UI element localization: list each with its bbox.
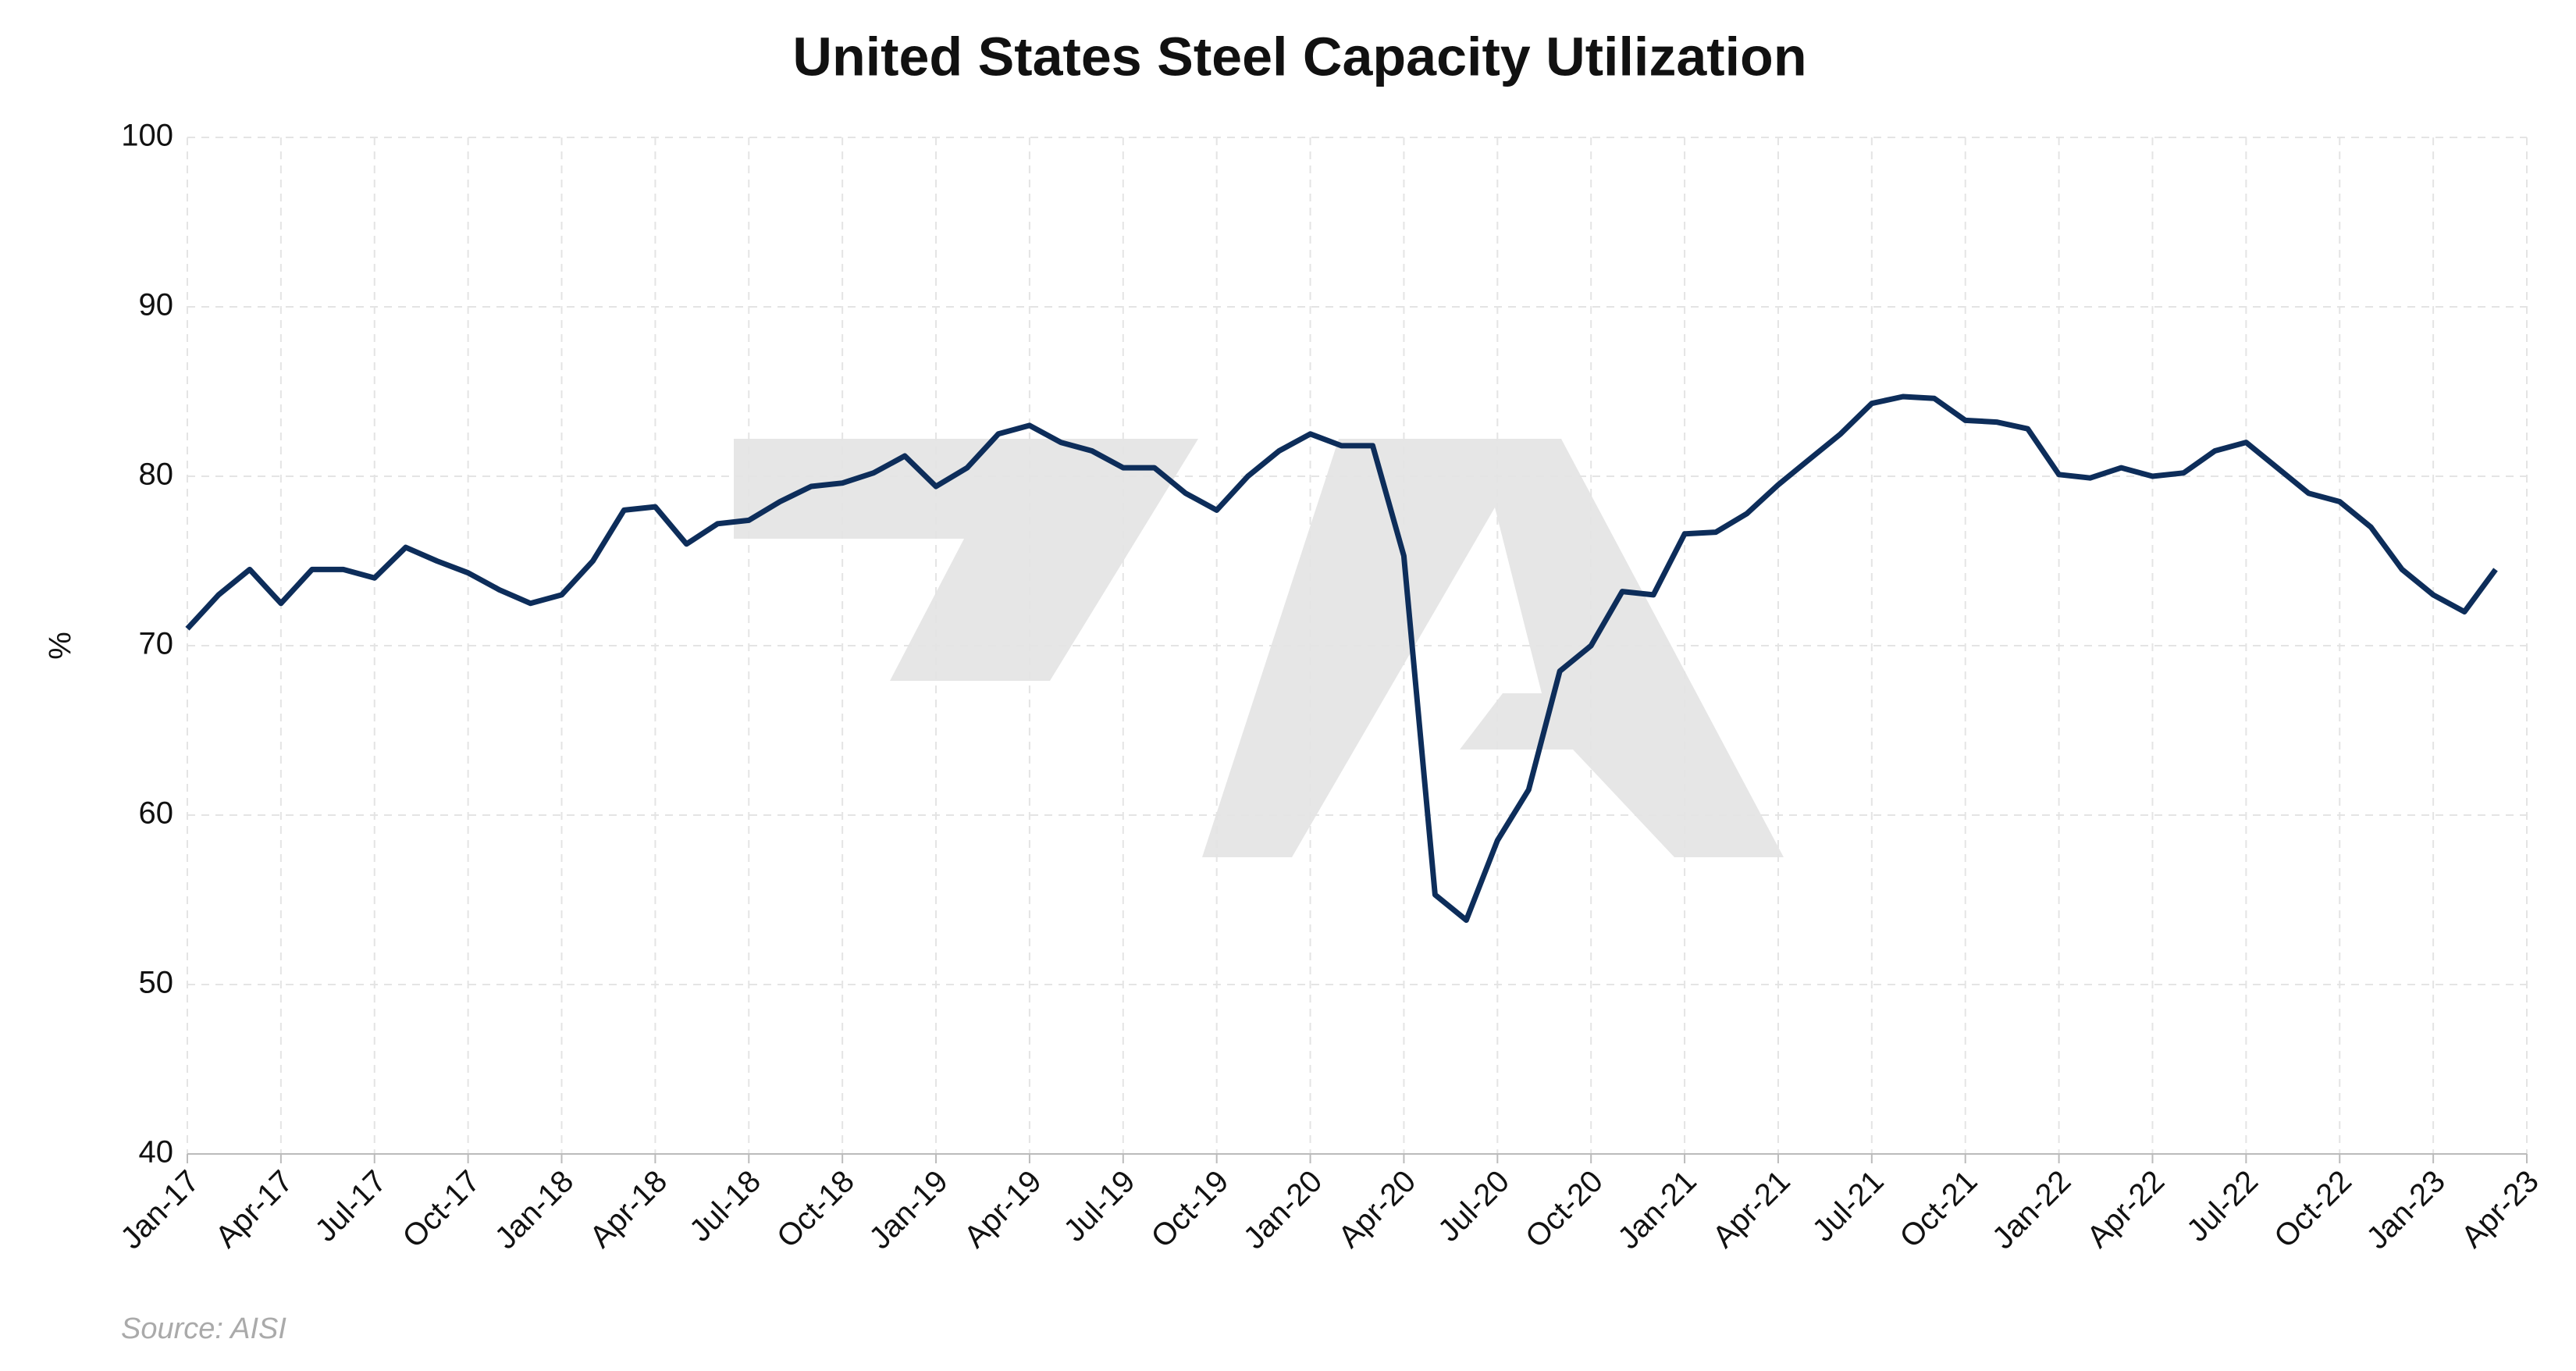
x-tick-label: Jan-20 [1237,1164,1329,1256]
x-tick-label: Jul-18 [683,1164,767,1248]
watermark-shape [1202,439,1784,857]
x-tick-label: Jan-21 [1611,1164,1703,1256]
x-tick-label: Jul-22 [2180,1164,2265,1248]
chart-title: United States Steel Capacity Utilization [792,26,1806,87]
x-tick-label: Oct-18 [770,1164,861,1255]
y-tick-label: 80 [139,458,174,492]
y-tick-label: 100 [121,119,173,153]
y-tick-label: 90 [139,288,174,322]
watermark-shape [734,439,1198,681]
x-tick-label: Apr-17 [209,1164,300,1255]
x-tick-label: Jul-21 [1806,1164,1891,1248]
x-tick-label: Oct-17 [396,1164,486,1255]
x-tick-label: Jul-19 [1057,1164,1141,1248]
x-tick-label: Apr-20 [1332,1164,1422,1255]
x-tick-label: Jan-17 [114,1164,206,1256]
x-tick-label: Oct-22 [2268,1164,2358,1255]
x-tick-label: Oct-19 [1145,1164,1236,1255]
x-tick-label: Jul-20 [1432,1164,1516,1248]
y-tick-label: 40 [139,1135,174,1170]
y-axis-label: % [44,632,78,660]
x-tick-label: Oct-21 [1894,1164,1984,1255]
y-tick-label: 60 [139,796,174,831]
source: Source: AISI [121,1312,286,1345]
x-tick-label: Apr-23 [2455,1164,2546,1255]
x-tick-label: Oct-20 [1519,1164,1610,1255]
x-tick-label: Jan-19 [863,1164,955,1256]
x-tick-label: Jan-23 [2360,1164,2452,1256]
x-tick-label: Jan-22 [1986,1164,2078,1256]
data-line [185,393,2498,923]
x-tick-label: Apr-21 [1706,1164,1797,1255]
x-tick-label: Jul-17 [308,1164,393,1248]
y-tick-label: 50 [139,966,174,1000]
watermark [734,439,1784,857]
x-tick-label: Apr-19 [958,1164,1048,1255]
x-tick-label: Apr-18 [583,1164,674,1255]
x-tick-label: Apr-22 [2080,1164,2171,1255]
y-tick-label: 70 [139,627,174,661]
x-tick-label: Jan-18 [489,1164,581,1256]
